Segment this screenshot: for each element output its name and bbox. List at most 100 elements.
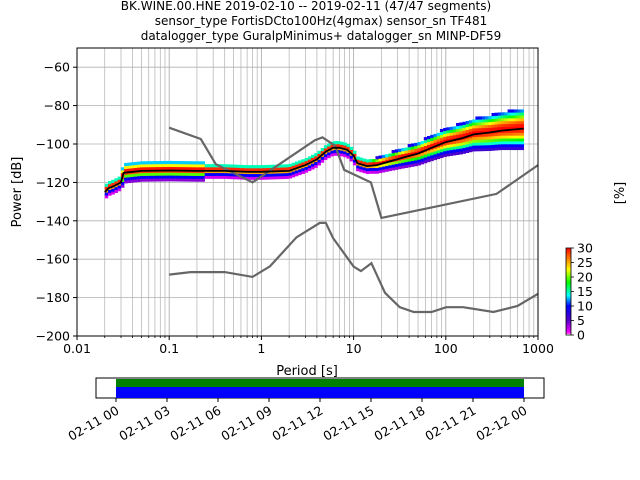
density-cell [407,158,412,162]
density-cell [265,176,270,180]
density-cell [468,143,473,147]
density-cell [407,144,412,148]
density-cell [452,140,457,144]
density-cell [478,145,483,149]
density-cell [410,149,415,153]
density-cell [133,161,138,166]
density-cell [456,122,460,127]
density-cell [136,164,141,168]
density-cell [236,167,241,171]
density-cell [394,152,399,156]
density-cell [501,138,505,142]
density-cell [427,153,431,157]
density-cell [501,120,505,125]
density-cell [136,175,141,180]
density-cell [153,163,157,168]
colorbar-segment [566,292,571,295]
density-cell [159,163,164,168]
density-cell [304,166,309,170]
density-cell [494,124,499,128]
density-cell [120,181,125,185]
density-cell [149,166,154,171]
density-cell [456,131,460,135]
density-cell [327,154,331,159]
density-cell [272,173,276,177]
density-cell [514,109,518,113]
density-cell [246,176,251,180]
density-cell [465,123,470,128]
density-cell [191,161,196,165]
density-cell [217,172,222,176]
density-cell [275,167,280,171]
density-cell [349,158,354,162]
density-cell [394,160,399,165]
density-cell [459,142,463,146]
density-cell [175,166,180,170]
colorbar-tick-label: 0 [577,328,585,343]
density-cell [456,125,460,130]
density-cell [433,154,438,158]
density-cell [462,144,467,149]
density-cell [436,132,441,137]
colorbar-segment [566,330,571,333]
density-cell [407,146,412,151]
density-cell [462,150,467,154]
density-cell [378,167,383,171]
colorbar-segment [566,311,571,314]
density-cell [520,123,525,128]
colorbar-segment [566,256,571,259]
density-cell [253,176,257,180]
density-cell [162,178,167,182]
density-cell [494,144,499,148]
density-cell [249,168,254,172]
density-cell [375,164,379,168]
density-cell [481,130,486,134]
density-cell [175,161,180,165]
density-cell [475,130,479,135]
density-cell [420,143,425,148]
mode-line [104,127,524,193]
density-cell [517,120,521,125]
density-cell [330,144,334,148]
density-cell [314,156,318,160]
density-cell [456,134,460,138]
density-cell [359,169,363,173]
density-cell [352,153,357,157]
density-cell [501,146,505,151]
density-cell [330,153,334,157]
density-cell [146,161,151,165]
density-cell [391,167,396,171]
density-cell [517,132,521,136]
density-cell [417,156,421,160]
density-cell [198,161,202,165]
density-cell [491,141,496,145]
density-cell [501,141,505,145]
density-cell [517,115,521,119]
density-cell [194,164,199,168]
density-cell [427,141,431,145]
density-cell [459,125,463,129]
density-cell [472,148,476,152]
density-cell [468,140,473,144]
density-cell [391,155,396,159]
density-cell [491,121,496,125]
density-cell [430,152,434,156]
density-cell [278,167,283,171]
density-cell [114,181,118,185]
density-cell [452,143,457,147]
density-cell [207,175,212,179]
density-cell [356,159,360,163]
density-cell [359,166,363,170]
density-cell [162,172,167,176]
density-cell [346,146,350,150]
density-cell [201,167,205,171]
density-cell [465,141,470,145]
density-cell [223,172,228,177]
density-cell [394,166,399,170]
density-cell [153,178,157,182]
density-cell [475,128,479,132]
colorbar-segment [566,290,571,292]
y-tick-label: −60 [44,60,70,75]
density-cell [201,178,205,182]
density-cell [127,179,131,184]
